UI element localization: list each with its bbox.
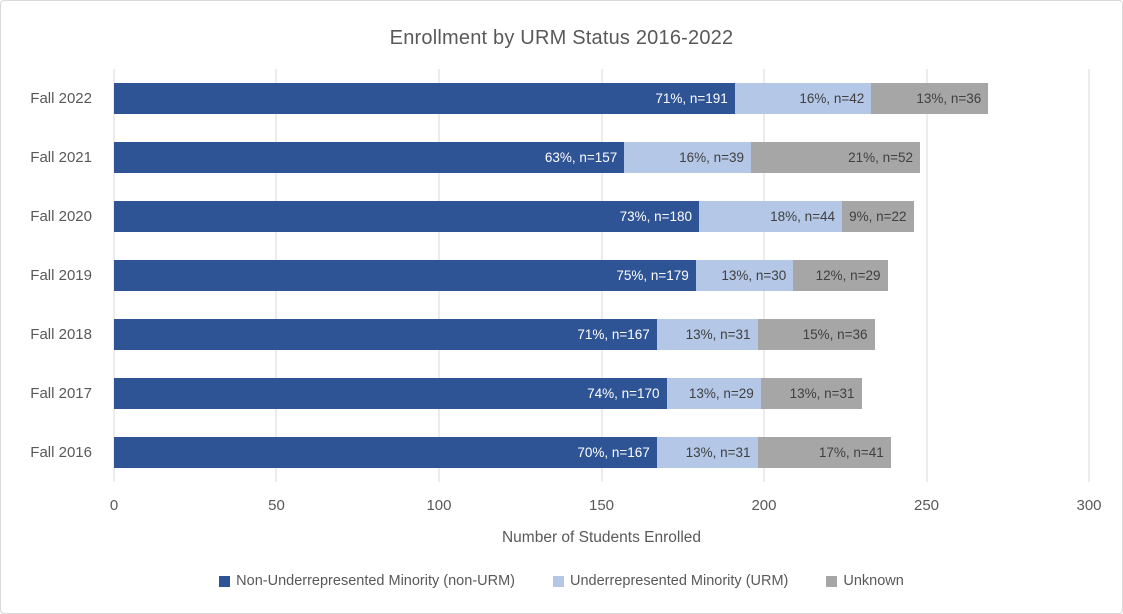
plot-area: 71%, n=191 16%, n=42 13%, n=36 63%, n=157 16… [113,69,1090,482]
bar-segment: 71%, n=167 [114,319,657,350]
x-tick-label: 150 [588,497,615,514]
bar-segment: 13%, n=31 [656,319,758,350]
bar-segment: 13%, n=31 [656,437,758,468]
bar-segment-label: 13%, n=31 [685,327,751,342]
bar-segment: 74%, n=170 [114,378,667,409]
bar-segment: 13%, n=31 [760,378,862,409]
bar-segment: 15%, n=36 [757,319,875,350]
y-axis-label: Fall 2016 [30,444,92,461]
x-tick-label: 200 [751,497,777,514]
bar-segment-label: 15%, n=36 [802,327,868,342]
legend-marker-icon [553,575,564,587]
legend: Non-Underrepresented Minority (non-URM) U… [1,573,1122,589]
y-axis-label: Fall 2018 [30,326,92,343]
bar-segment: 73%, n=180 [114,201,699,232]
x-tick-label: 50 [268,497,285,514]
bar-segment-label: 63%, n=157 [544,150,618,165]
bar-row: 63%, n=157 16%, n=39 21%, n=52 [114,128,1089,187]
bar-segment-label: 71%, n=167 [577,327,650,342]
bar-row: 71%, n=167 13%, n=31 15%, n=36 [114,305,1089,364]
legend-marker-icon [219,575,231,587]
bar-segment-label: 74%, n=170 [587,386,660,401]
bar-row: 71%, n=191 16%, n=42 13%, n=36 [114,69,1089,128]
bar-segment-label: 13%, n=31 [685,445,751,460]
bars: 71%, n=191 16%, n=42 13%, n=36 63%, n=157 16… [114,69,1089,482]
bar-segment: 13%, n=29 [666,378,761,409]
bar-segment-label: 16%, n=42 [799,91,865,106]
x-tick-label: 250 [913,497,940,514]
bar-segment-label: 70%, n=167 [577,445,650,460]
legend-item: Unknown [826,573,904,589]
gridline [1088,69,1090,482]
x-axis: 0 50 100 150 200 250 300 [110,497,1102,517]
x-axis-title: Number of Students Enrolled [501,529,702,546]
bar-segment-label: 17%, n=41 [818,445,884,460]
bar-segment-label: 12%, n=29 [815,268,881,283]
bar-row: 73%, n=180 18%, n=44 9%, n=22 [114,187,1089,246]
bar-segment-label: 71%, n=191 [655,91,728,106]
legend-marker-icon [826,575,838,587]
y-axis-label: Fall 2021 [30,149,92,166]
bar-segment-label: 18%, n=44 [770,209,835,224]
bar-segment: 71%, n=191 [114,83,735,114]
bar-segment: 75%, n=179 [114,260,696,291]
bar-segment: 9%, n=22 [842,201,914,232]
x-tick-label: 100 [426,497,452,514]
bar-segment-label: 13%, n=29 [688,386,754,401]
y-axis: Fall 2022 Fall 2021 Fall 2020 Fall 2019 Fall… [1,69,106,482]
bar-segment: 12%, n=29 [793,260,888,291]
bar-segment: 18%, n=44 [699,201,842,232]
bar-segment-label: 73%, n=180 [619,209,692,224]
bar-segment-label: 13%, n=30 [721,268,787,283]
bar-segment-label: 16%, n=39 [679,150,744,165]
bar-row: 75%, n=179 13%, n=30 12%, n=29 [114,246,1089,305]
y-axis-label: Fall 2017 [30,385,92,402]
legend-label: Unknown [843,573,904,589]
bar-segment-label: 13%, n=31 [789,386,855,401]
y-axis-label: Fall 2020 [30,208,92,225]
legend-item: Underrepresented Minority (URM) [553,573,788,589]
bar-row: 74%, n=170 13%, n=29 13%, n=31 [114,364,1089,423]
x-tick-label: 0 [109,497,119,514]
bar-segment: 16%, n=39 [624,142,751,173]
y-axis-label: Fall 2019 [30,267,92,284]
bar-segment: 21%, n=52 [751,142,920,173]
bar-segment: 16%, n=42 [734,83,872,114]
bar-segment: 63%, n=157 [114,142,625,173]
legend-label: Underrepresented Minority (URM) [570,573,789,589]
legend-label: Non-Underrepresented Minority (non-URM) [236,573,515,589]
bar-segment: 70%, n=167 [114,437,657,468]
x-tick-label: 300 [1076,497,1102,514]
bar-segment-label: 13%, n=36 [916,91,982,106]
bar-row: 70%, n=167 13%, n=31 17%, n=41 [114,423,1089,482]
bar-segment: 13%, n=30 [695,260,794,291]
bar-segment-label: 9%, n=22 [849,209,907,224]
y-axis-label: Fall 2022 [30,90,92,107]
bar-segment: 13%, n=36 [871,83,989,114]
gridline [926,69,927,482]
chart-title: Enrollment by URM Status 2016-2022 [389,27,734,49]
bar-segment: 17%, n=41 [757,437,891,468]
bar-segment-label: 75%, n=179 [616,268,689,283]
bar-segment-label: 21%, n=52 [848,150,913,165]
legend-item: Non-Underrepresented Minority (non-URM) [219,573,515,589]
